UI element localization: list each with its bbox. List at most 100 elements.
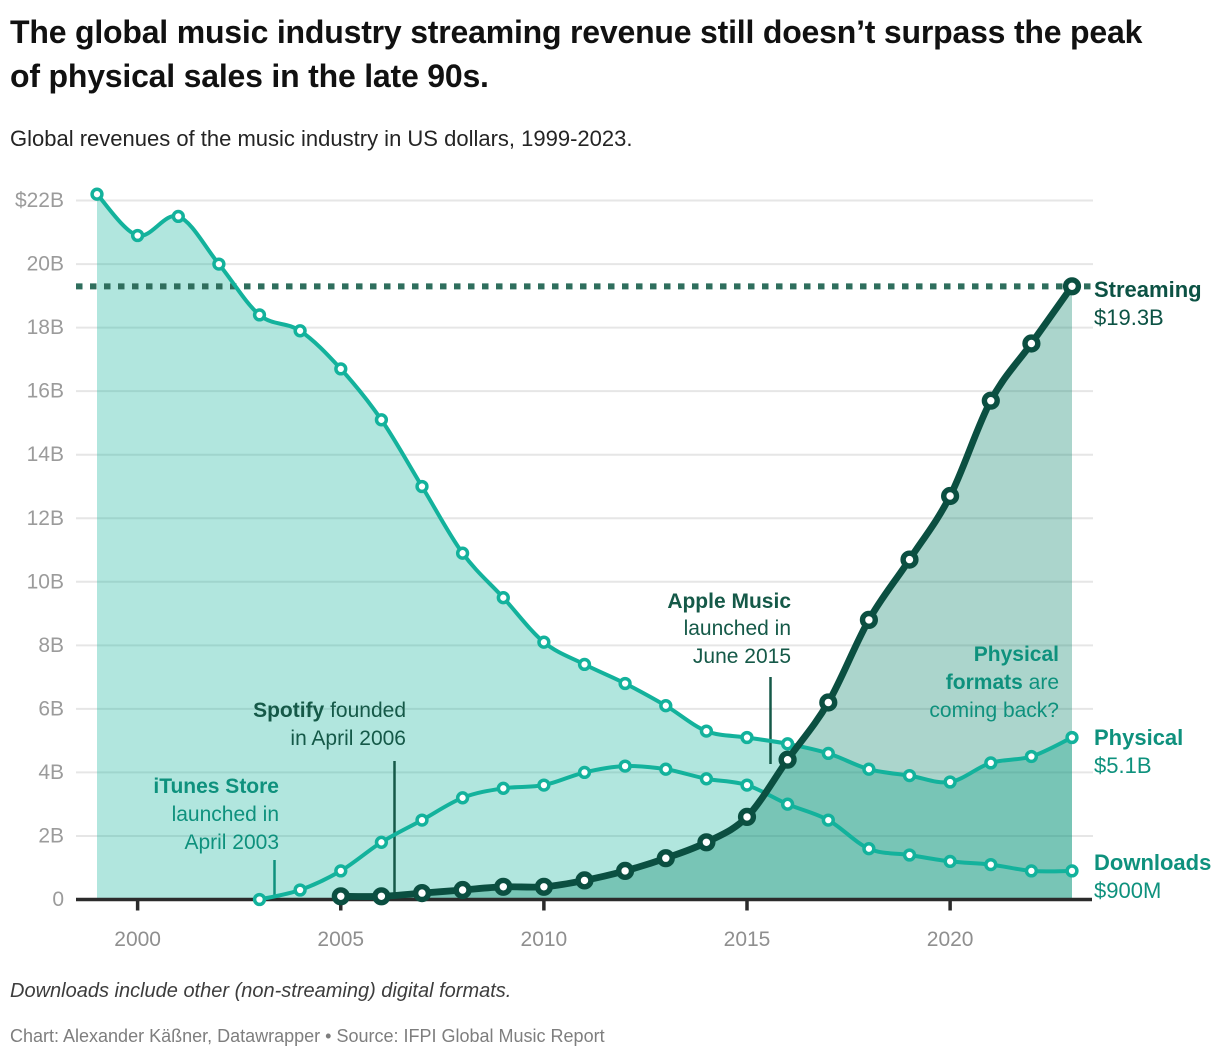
- x-axis-year-label: 2015: [724, 928, 771, 951]
- series-layer: [90, 187, 1082, 907]
- y-axis-tick-label: 18B: [27, 316, 64, 339]
- y-axis-tick-label: 20B: [27, 253, 64, 276]
- y-axis-tick-label: 14B: [27, 443, 64, 466]
- data-point-streaming: [412, 883, 432, 903]
- data-point-streaming: [981, 391, 1000, 410]
- data-point-physical: [334, 362, 348, 376]
- data-point-physical: [252, 308, 267, 322]
- data-point-physical: [212, 257, 226, 271]
- chart-title: The global music industry streaming reve…: [10, 14, 1143, 94]
- y-axis-tick-label: $22B: [15, 189, 64, 212]
- y-axis-tick-label: 4B: [38, 761, 64, 784]
- footnote: Downloads include other (non-streaming) …: [10, 980, 512, 1002]
- data-point-physical: [374, 413, 389, 427]
- data-point-physical: [415, 479, 429, 494]
- data-point-streaming: [331, 887, 350, 906]
- data-point-physical: [1065, 730, 1079, 745]
- data-point-physical: [902, 768, 917, 783]
- data-point-downloads: [821, 813, 835, 827]
- y-axis-tick-label: 0: [52, 888, 64, 911]
- data-point-physical: [130, 228, 145, 243]
- data-point-streaming: [737, 807, 757, 827]
- data-point-streaming: [575, 871, 594, 890]
- data-point-physical: [780, 737, 795, 751]
- y-axis-tick-label: 6B: [38, 697, 64, 720]
- x-axis-year-label: 2000: [114, 928, 161, 951]
- data-point-physical: [699, 724, 714, 738]
- data-point-downloads: [699, 772, 714, 786]
- series-label-physical: Physical $5.1B: [1094, 725, 1183, 778]
- data-point-downloads: [659, 762, 673, 776]
- data-point-downloads: [780, 797, 795, 811]
- data-point-streaming: [453, 880, 472, 900]
- data-point-physical: [862, 762, 876, 776]
- data-point-downloads: [334, 864, 348, 878]
- y-axis-tick-label: 10B: [27, 570, 64, 593]
- annotation-physical-formats: Physical formats are coming back?: [929, 643, 1059, 722]
- y-axis-tick-label: 8B: [38, 634, 64, 657]
- series-end-labels: Physical $5.1B Downloads $900M Streaming $19.…: [1094, 277, 1211, 903]
- series-label-streaming: Streaming $19.3B: [1094, 277, 1202, 330]
- data-point-physical: [659, 699, 673, 713]
- data-point-physical: [577, 657, 592, 672]
- y-axis-tick-label: 2B: [38, 824, 64, 847]
- annotation-apple-music: Apple Music launched in June 2015: [667, 590, 791, 668]
- data-point-downloads: [415, 813, 429, 827]
- data-point-downloads: [293, 883, 307, 897]
- x-axis-year-label: 2020: [927, 928, 974, 951]
- data-point-downloads: [374, 835, 389, 849]
- y-axis-tick-label: 12B: [27, 507, 64, 530]
- data-point-physical: [618, 676, 632, 691]
- y-axis-tick-label: 16B: [27, 380, 64, 403]
- data-point-physical: [90, 187, 104, 201]
- data-point-downloads: [1024, 864, 1039, 878]
- data-point-downloads: [984, 857, 998, 872]
- data-point-physical: [1024, 749, 1039, 764]
- data-point-downloads: [902, 848, 917, 862]
- data-point-streaming: [778, 750, 797, 769]
- x-axis: 2000 2005 2010 2015 2020: [76, 897, 1092, 951]
- grid-layer: $22B 20B 18B 16B 14B 12B 10B 8B 6B 4B 2B 0: [15, 189, 1093, 911]
- data-point-downloads: [455, 791, 470, 805]
- data-point-physical: [740, 730, 754, 745]
- data-point-streaming: [1062, 277, 1082, 296]
- data-point-downloads: [943, 854, 957, 869]
- data-point-streaming: [615, 861, 635, 881]
- x-axis-year-label: 2010: [521, 928, 568, 951]
- data-point-streaming: [494, 877, 513, 896]
- data-point-downloads: [577, 765, 592, 780]
- area-streaming: [340, 286, 1072, 900]
- data-point-physical: [537, 635, 551, 649]
- data-point-streaming: [372, 887, 391, 906]
- data-point-streaming: [534, 877, 554, 896]
- data-point-physical: [171, 209, 185, 224]
- data-point-physical: [821, 746, 835, 761]
- data-point-physical: [943, 775, 957, 789]
- data-point-downloads: [252, 892, 267, 907]
- annotation-spotify: Spotify founded in April 2006: [253, 699, 406, 750]
- x-axis-year-label: 2005: [317, 928, 364, 951]
- data-point-downloads: [537, 778, 551, 792]
- series-label-downloads: Downloads $900M: [1094, 850, 1211, 903]
- data-point-physical: [455, 546, 470, 560]
- annotation-lines: [273, 677, 772, 897]
- data-point-streaming: [900, 550, 919, 569]
- data-point-streaming: [819, 693, 838, 712]
- data-point-physical: [496, 591, 510, 605]
- data-point-physical: [293, 324, 307, 338]
- data-point-physical: [984, 756, 998, 770]
- data-point-streaming: [656, 849, 675, 868]
- data-point-downloads: [740, 778, 754, 792]
- annotation-texts: iTunes Store launched in April 2003 Spotify…: [153, 590, 1059, 854]
- data-point-downloads: [1065, 864, 1079, 878]
- data-point-streaming: [859, 610, 879, 630]
- byline-source: Chart: Alexander Käßner, Datawrapper • S…: [10, 1026, 605, 1046]
- data-point-streaming: [1022, 334, 1041, 353]
- data-point-streaming: [940, 486, 960, 506]
- data-point-downloads: [618, 759, 632, 773]
- data-point-streaming: [697, 833, 716, 852]
- chart-subtitle: Global revenues of the music industry in…: [10, 126, 633, 151]
- annotation-itunes-store: iTunes Store launched in April 2003: [153, 775, 279, 854]
- data-point-downloads: [862, 842, 876, 856]
